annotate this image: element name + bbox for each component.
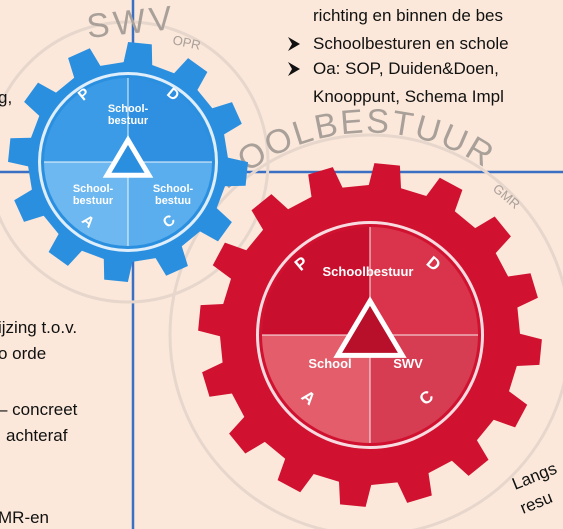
body-text: ijzing t.o.v. — [0, 318, 77, 337]
body-text: Schoolbesturen en schole — [313, 34, 509, 53]
segment-label: Schoolbestuur — [322, 264, 413, 279]
quadrant — [370, 335, 478, 443]
quadrant — [370, 227, 478, 335]
quadrant — [44, 78, 128, 162]
quadrant — [128, 78, 212, 162]
segment-label: bestuu — [155, 195, 191, 207]
quadrant — [128, 162, 212, 246]
triangle — [102, 135, 154, 178]
body-text: MR-en — [0, 508, 49, 527]
segment-label: School- — [153, 183, 194, 195]
segment-label: bestuur — [108, 115, 149, 127]
segment-label: School- — [73, 183, 114, 195]
sublabel: OPR — [171, 32, 202, 53]
triangle — [333, 296, 407, 358]
bullet — [288, 62, 300, 76]
body-text: Oa: SOP, Duiden&Doen, — [313, 59, 499, 78]
segment-label: SWV — [393, 356, 423, 371]
body-text: achteraf — [6, 426, 68, 445]
quadrant — [44, 162, 128, 246]
body-text: richting en binnen de bes — [313, 6, 503, 25]
segment-label: bestuur — [73, 195, 114, 207]
body-text: Knooppunt, Schema Impl — [313, 87, 504, 106]
body-text: – concreet — [0, 400, 78, 419]
segment-label: School- — [108, 103, 149, 115]
body-text: g, — [0, 88, 12, 107]
blue-gear: P DA CSchool-bestuurSchool-bestuurSchool-b… — [8, 42, 248, 282]
segment-label: School — [308, 356, 351, 371]
body-text: o orde — [0, 344, 46, 363]
quadrant — [262, 227, 370, 335]
quadrant — [262, 335, 370, 443]
bullet — [288, 37, 300, 51]
ring — [0, 20, 270, 304]
ring — [168, 133, 563, 529]
